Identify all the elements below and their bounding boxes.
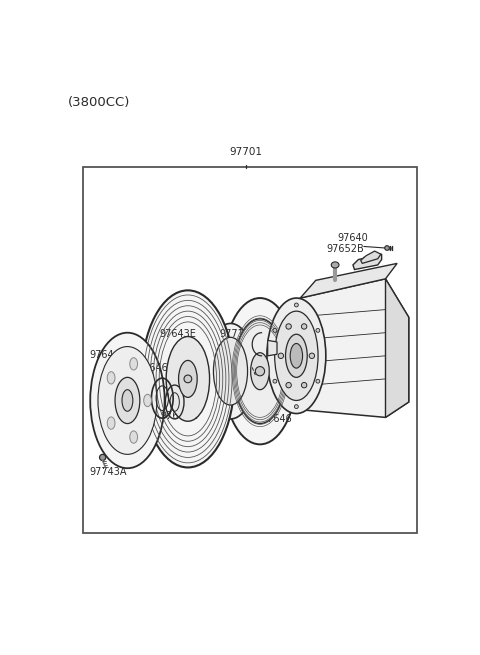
Text: 97701: 97701	[229, 147, 262, 157]
Text: 97640: 97640	[337, 233, 368, 244]
Polygon shape	[268, 341, 277, 356]
Ellipse shape	[107, 371, 115, 384]
Ellipse shape	[292, 348, 300, 364]
Ellipse shape	[130, 431, 138, 443]
Polygon shape	[292, 279, 409, 417]
Polygon shape	[385, 279, 409, 417]
Ellipse shape	[98, 346, 157, 455]
Text: 97646B: 97646B	[137, 363, 175, 373]
Circle shape	[294, 303, 298, 307]
Text: (3800CC): (3800CC)	[68, 96, 130, 109]
Text: 97652B: 97652B	[326, 244, 364, 254]
Ellipse shape	[267, 298, 326, 413]
Ellipse shape	[107, 417, 115, 429]
Polygon shape	[300, 263, 397, 298]
Text: 97743A: 97743A	[89, 468, 127, 477]
Circle shape	[286, 383, 291, 388]
Ellipse shape	[290, 343, 302, 368]
Ellipse shape	[179, 360, 197, 398]
Text: 97711B: 97711B	[219, 329, 256, 339]
Ellipse shape	[130, 358, 138, 370]
Ellipse shape	[115, 377, 140, 424]
Text: 97643E: 97643E	[159, 329, 196, 339]
Text: 97646: 97646	[262, 413, 292, 424]
Text: 97644C: 97644C	[89, 350, 127, 360]
Circle shape	[273, 328, 277, 332]
Ellipse shape	[142, 290, 234, 468]
Ellipse shape	[144, 394, 152, 407]
Polygon shape	[353, 254, 382, 270]
Ellipse shape	[223, 298, 297, 444]
Ellipse shape	[166, 337, 210, 421]
Circle shape	[255, 367, 264, 376]
Bar	[83, 167, 417, 533]
Circle shape	[301, 383, 307, 388]
Ellipse shape	[122, 390, 133, 411]
Circle shape	[273, 379, 277, 383]
Circle shape	[301, 324, 307, 329]
Circle shape	[309, 353, 314, 358]
Ellipse shape	[275, 311, 318, 400]
Ellipse shape	[214, 337, 248, 405]
Circle shape	[316, 379, 320, 383]
Circle shape	[286, 324, 291, 329]
Ellipse shape	[251, 353, 269, 390]
Circle shape	[99, 455, 106, 460]
Ellipse shape	[206, 324, 255, 419]
Circle shape	[278, 353, 284, 358]
Ellipse shape	[331, 262, 339, 268]
Circle shape	[385, 246, 389, 250]
Ellipse shape	[234, 319, 286, 424]
Circle shape	[184, 375, 192, 383]
Circle shape	[294, 405, 298, 409]
Ellipse shape	[90, 333, 165, 468]
Polygon shape	[360, 251, 381, 263]
Text: 97643A: 97643A	[161, 411, 198, 421]
Circle shape	[316, 328, 320, 332]
Ellipse shape	[286, 334, 307, 377]
